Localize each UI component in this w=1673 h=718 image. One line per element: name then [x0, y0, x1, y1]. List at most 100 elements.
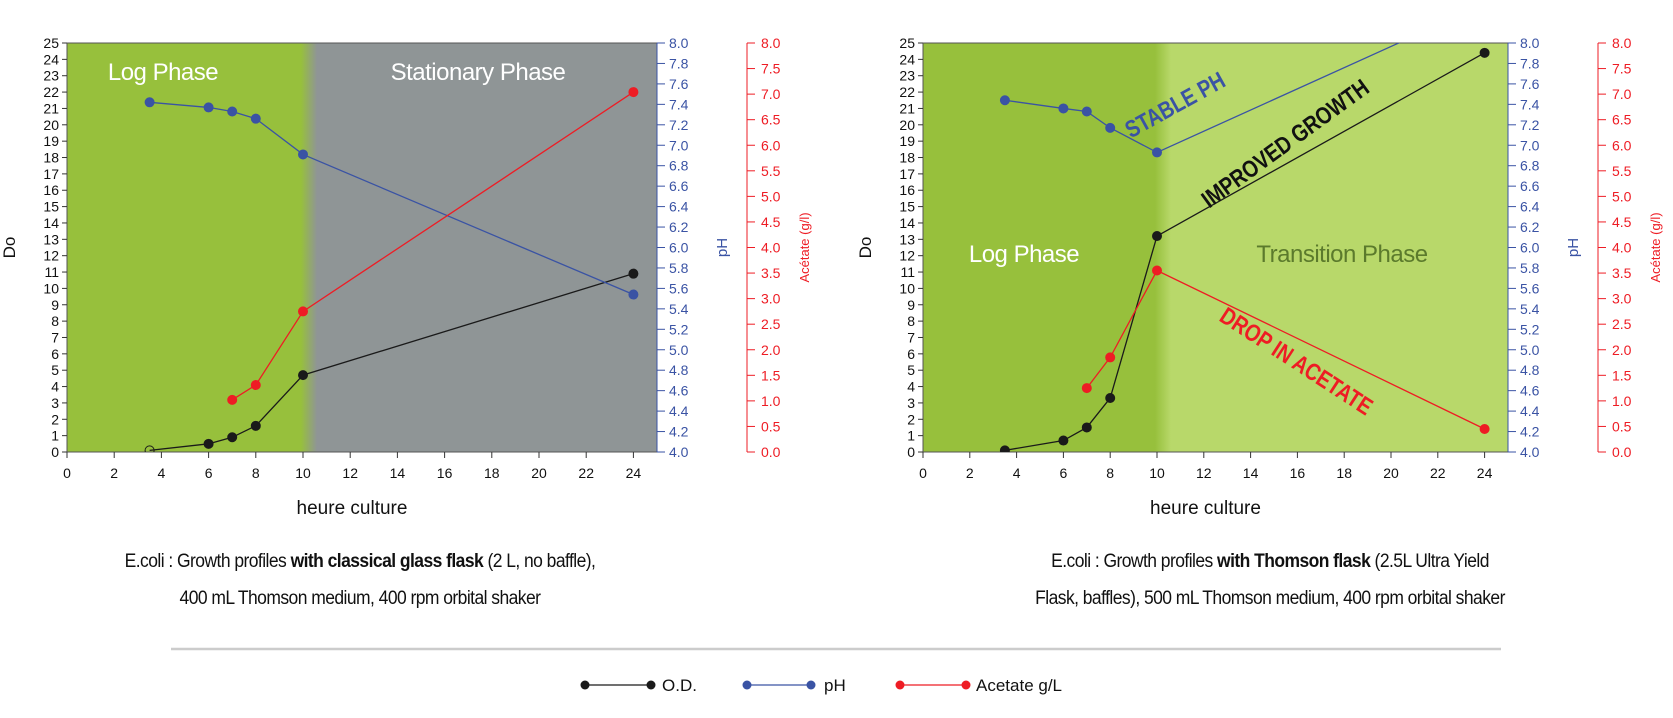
- ph-tick-label: 5.4: [669, 301, 689, 317]
- data-point: [1152, 147, 1162, 158]
- data-point: [1081, 383, 1092, 394]
- y-tick-label: 2: [51, 411, 59, 427]
- caption-left-bold: with classical glass flask: [290, 551, 484, 572]
- legend-label: O.D.: [662, 676, 697, 695]
- ph-tick-label: 7.6: [669, 76, 689, 92]
- y-tick-label: 4: [51, 379, 59, 395]
- y-tick-label: 5: [907, 362, 915, 378]
- acetate-tick-label: 0.5: [761, 418, 781, 434]
- y-tick-label: 17: [899, 166, 915, 182]
- acetate-tick-label: 5.0: [1612, 188, 1632, 204]
- series-line-ph: [1004, 43, 1401, 154]
- ph-axis-title: pH: [1565, 238, 1582, 257]
- x-tick-label: 10: [295, 465, 311, 481]
- y-tick-label: 0: [907, 444, 915, 460]
- ph-tick-label: 7.4: [669, 96, 689, 112]
- legend-item: Acetate g/L: [895, 676, 1062, 695]
- legend-marker: [742, 680, 752, 690]
- x-axis-title: heure culture: [1150, 498, 1261, 519]
- ph-tick-label: 6.0: [669, 240, 689, 256]
- ph-tick-label: 5.6: [669, 280, 689, 296]
- acetate-tick-label: 2.0: [761, 342, 781, 358]
- ph-tick-label: 4.8: [669, 362, 689, 378]
- acetate-tick-label: 6.0: [761, 137, 781, 153]
- y-tick-label: 21: [899, 100, 915, 116]
- y-tick-label: 10: [899, 280, 915, 296]
- ph-tick-label: 5.4: [1520, 301, 1540, 317]
- chart-panel-1: Log Phase Transition Phase012345678910111…: [856, 35, 1663, 519]
- y-tick-label: 19: [43, 133, 59, 149]
- x-tick-label: 20: [1383, 465, 1399, 481]
- ph-tick-label: 7.2: [669, 117, 689, 133]
- x-tick-label: 8: [252, 465, 260, 481]
- data-point: [999, 445, 1010, 452]
- ph-tick-label: 6.2: [669, 219, 689, 235]
- x-tick-label: 0: [63, 465, 71, 481]
- acetate-tick-label: 8.0: [761, 35, 781, 51]
- x-tick-label: 10: [1149, 465, 1165, 481]
- acetate-tick-label: 5.0: [761, 188, 781, 204]
- ph-tick-label: 6.8: [1520, 158, 1540, 174]
- data-point: [628, 268, 639, 279]
- acetate-tick-label: 2.0: [1612, 342, 1632, 358]
- acetate-tick-label: 6.5: [761, 112, 781, 128]
- phase-background-0: [67, 43, 303, 452]
- data-point: [1105, 393, 1116, 404]
- y-tick-label: 8: [907, 313, 915, 329]
- ph-tick-label: 7.6: [1520, 76, 1540, 92]
- data-point: [144, 97, 155, 108]
- caption-left-line2: 400 mL Thomson medium, 400 rpm orbital s…: [179, 588, 541, 609]
- phase-background-0: [923, 43, 1157, 452]
- x-tick-label: 8: [1106, 465, 1114, 481]
- data-point: [1105, 122, 1116, 133]
- data-point: [227, 106, 238, 117]
- acetate-axis-title: Acétate (g/l): [1648, 212, 1663, 282]
- data-point: [203, 102, 214, 113]
- phase-background-1: [303, 43, 657, 452]
- data-point: [1081, 422, 1092, 433]
- data-point: [298, 306, 308, 317]
- phase-label: Log Phase: [108, 59, 218, 86]
- ph-tick-label: 6.4: [1520, 199, 1540, 215]
- y-tick-label: 14: [899, 215, 915, 231]
- data-point: [144, 445, 155, 452]
- ph-tick-label: 7.8: [669, 55, 689, 71]
- ph-tick-label: 7.0: [1520, 137, 1540, 153]
- x-tick-label: 6: [205, 465, 213, 481]
- legend-label: pH: [824, 676, 846, 695]
- y-tick-label: 12: [43, 248, 59, 264]
- y-tick-label: 24: [899, 51, 915, 67]
- y-tick-label: 11: [900, 264, 915, 280]
- ph-tick-label: 4.0: [1520, 444, 1540, 460]
- data-point: [298, 370, 308, 381]
- data-point: [1479, 47, 1490, 58]
- ph-tick-label: 7.2: [1520, 117, 1540, 133]
- ph-tick-label: 5.8: [1520, 260, 1540, 276]
- x-tick-label: 16: [437, 465, 453, 481]
- y-tick-label: 7: [51, 329, 59, 345]
- x-tick-label: 2: [966, 465, 974, 481]
- data-point: [999, 95, 1010, 106]
- caption-left-post: (2 L, no baffle),: [483, 551, 596, 572]
- x-tick-label: 16: [1290, 465, 1306, 481]
- ph-tick-label: 6.8: [669, 158, 689, 174]
- acetate-tick-label: 1.0: [761, 393, 781, 409]
- data-point: [250, 113, 261, 124]
- x-tick-label: 22: [578, 465, 594, 481]
- data-point: [628, 289, 639, 300]
- data-point: [1152, 231, 1162, 242]
- series-group: [999, 43, 1490, 452]
- x-tick-label: 4: [1013, 465, 1021, 481]
- phase-transition-blend: [301, 43, 317, 452]
- caption-right-bold: with Thomson flask: [1217, 551, 1371, 572]
- acetate-tick-label: 1.0: [1612, 393, 1632, 409]
- y-tick-label: 9: [907, 297, 915, 313]
- y-tick-label: 23: [899, 68, 915, 84]
- y-tick-label: 18: [899, 150, 915, 166]
- ph-tick-label: 5.6: [1520, 280, 1540, 296]
- y-tick-label: 24: [43, 51, 59, 67]
- data-point: [227, 394, 238, 405]
- data-point: [227, 432, 238, 443]
- caption-right-line2: Flask, baffles), 500 mL Thomson medium, …: [1035, 588, 1505, 609]
- ph-tick-label: 5.8: [669, 260, 689, 276]
